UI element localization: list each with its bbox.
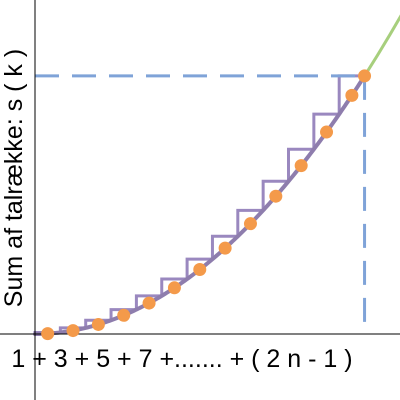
step-11	[287, 147, 314, 182]
step-8	[210, 234, 238, 260]
data-point-9	[243, 217, 257, 231]
step-5	[134, 294, 162, 310]
data-point-n	[358, 69, 372, 83]
step-4	[109, 308, 137, 321]
data-point-5	[142, 296, 156, 310]
step-9	[236, 208, 264, 237]
data-points	[41, 69, 372, 341]
data-point-3	[91, 317, 105, 331]
continuation-curve	[363, 14, 400, 78]
step-12	[312, 112, 340, 150]
data-point-1	[41, 327, 55, 341]
step-7	[185, 257, 213, 280]
guide-lines	[35, 74, 367, 334]
data-point-10	[269, 189, 283, 203]
data-point-7	[193, 262, 207, 276]
data-point-8	[218, 241, 232, 255]
data-point-12	[320, 125, 334, 139]
data-point-13	[345, 88, 359, 102]
curve-layer	[33, 14, 400, 336]
y-axis-label: Sum af talrække: s ( k )	[0, 49, 28, 307]
data-point-4	[117, 308, 131, 322]
staircase-steps	[33, 74, 365, 334]
x-axis-label: 1 + 3 + 5 + 7 +....... + ( 2 n - 1 )	[11, 345, 352, 373]
step-10	[261, 179, 289, 211]
data-point-6	[167, 281, 181, 295]
data-point-2	[66, 324, 80, 338]
step-6	[160, 277, 188, 296]
data-point-11	[294, 159, 308, 173]
